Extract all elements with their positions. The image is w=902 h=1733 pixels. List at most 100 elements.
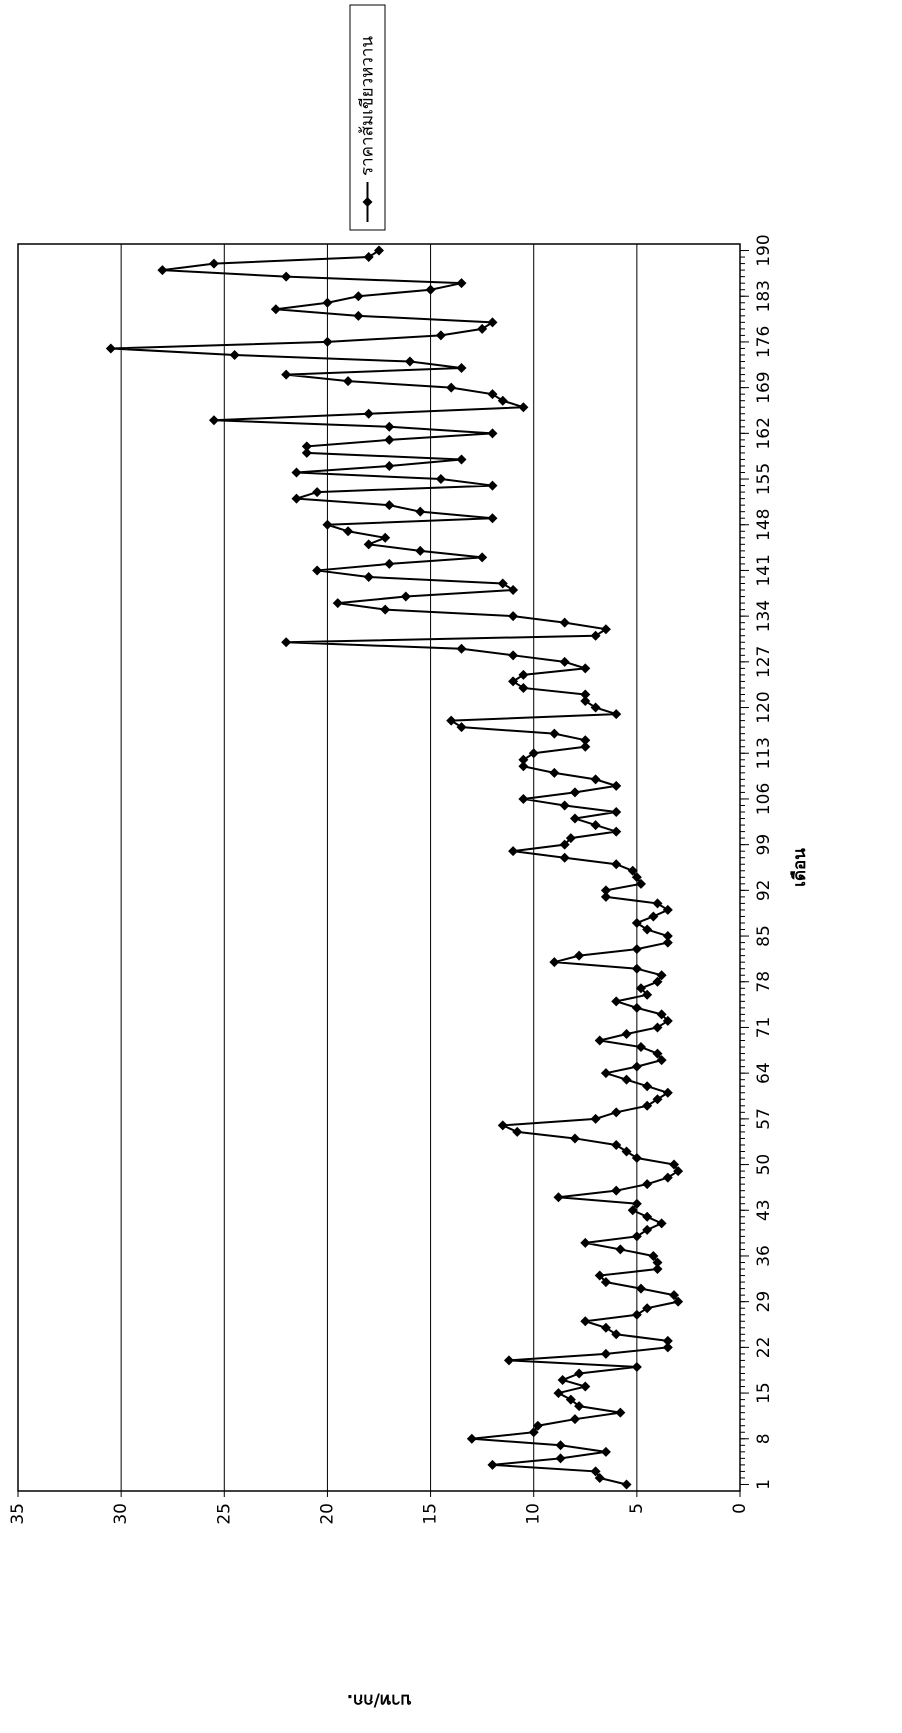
- data-point: [611, 1329, 622, 1340]
- data-point: [611, 807, 622, 818]
- data-point: [594, 1035, 605, 1046]
- data-point: [555, 1453, 566, 1464]
- data-point: [652, 1022, 663, 1033]
- data-point: [662, 931, 673, 942]
- x-tick-label: 50: [754, 1154, 774, 1176]
- data-point: [673, 1166, 684, 1177]
- data-point: [673, 1296, 684, 1307]
- data-point: [631, 1061, 642, 1072]
- data-point: [518, 793, 529, 804]
- series-line: [110, 249, 680, 1486]
- data-point: [662, 1015, 673, 1026]
- x-tick-label: 71: [754, 1017, 774, 1039]
- data-point: [590, 630, 601, 641]
- data-point: [600, 624, 611, 635]
- data-point: [415, 506, 426, 517]
- x-tick-label: 183: [754, 280, 774, 312]
- data-point: [642, 1100, 653, 1111]
- data-point: [631, 1231, 642, 1242]
- data-point: [631, 944, 642, 955]
- data-point: [487, 389, 498, 400]
- x-tick-label: 134: [754, 600, 774, 632]
- data-point: [600, 1446, 611, 1457]
- data-point: [621, 1074, 632, 1085]
- data-point: [580, 1237, 591, 1248]
- y-tick-label: 5: [627, 1503, 647, 1514]
- data-point: [668, 1159, 679, 1170]
- data-point: [600, 891, 611, 902]
- data-point: [565, 833, 576, 844]
- data-point: [631, 1002, 642, 1013]
- data-point: [590, 774, 601, 785]
- data-point: [518, 682, 529, 693]
- data-point: [518, 402, 529, 413]
- data-point: [446, 382, 457, 393]
- data-point: [425, 284, 436, 295]
- data-point: [353, 291, 364, 302]
- data-point: [301, 447, 312, 458]
- data-point: [631, 872, 642, 883]
- data-point: [559, 617, 570, 628]
- data-point: [656, 1009, 667, 1020]
- data-point: [611, 1139, 622, 1150]
- data-point: [503, 1355, 514, 1366]
- data-point: [642, 1081, 653, 1092]
- data-point: [322, 336, 333, 347]
- x-tick-label: 29: [754, 1291, 774, 1313]
- data-point: [662, 937, 673, 948]
- data-point: [611, 859, 622, 870]
- data-point: [384, 500, 395, 511]
- x-tick-label: 43: [754, 1199, 774, 1221]
- data-point: [574, 1368, 585, 1379]
- x-tick-label: 162: [754, 417, 774, 449]
- data-point: [621, 1146, 632, 1157]
- data-point: [580, 689, 591, 700]
- data-point: [631, 1309, 642, 1320]
- y-tick-label: 35: [8, 1503, 28, 1525]
- data-point: [635, 1042, 646, 1053]
- data-point: [642, 1179, 653, 1190]
- x-tick-label: 85: [754, 925, 774, 947]
- data-point: [652, 1094, 663, 1105]
- y-tick-label: 15: [421, 1503, 441, 1525]
- data-point: [569, 1133, 580, 1144]
- data-point: [456, 363, 467, 374]
- data-point: [652, 898, 663, 909]
- data-point: [400, 591, 411, 602]
- x-tick-label: 148: [754, 509, 774, 541]
- data-point: [611, 996, 622, 1007]
- data-point: [363, 571, 374, 582]
- data-point: [635, 983, 646, 994]
- data-point: [574, 1401, 585, 1412]
- data-point: [508, 585, 519, 596]
- data-point: [580, 741, 591, 752]
- x-tick-label: 22: [754, 1337, 774, 1359]
- data-point: [631, 1198, 642, 1209]
- data-point: [312, 487, 323, 498]
- data-point: [549, 728, 560, 739]
- data-point: [384, 460, 395, 471]
- data-point: [631, 1153, 642, 1164]
- data-point: [662, 1172, 673, 1183]
- data-point: [497, 1120, 508, 1131]
- data-point: [229, 349, 240, 360]
- data-point: [508, 846, 519, 857]
- data-point: [642, 924, 653, 935]
- data-point: [363, 252, 374, 263]
- data-point: [668, 1290, 679, 1301]
- data-point: [487, 317, 498, 328]
- data-point: [497, 578, 508, 589]
- data-point: [380, 532, 391, 543]
- data-point: [384, 421, 395, 432]
- plot-frame: 0 5 10 15 20 25 30 35 1 8 15 22 29 36 43 50 57 64 71 78 85 92…: [8, 4, 810, 1710]
- data-point: [208, 258, 219, 269]
- data-point: [631, 1361, 642, 1372]
- x-tick-label: 92: [754, 880, 774, 902]
- data-point: [384, 434, 395, 445]
- data-point: [322, 297, 333, 308]
- data-point: [518, 761, 529, 772]
- data-point: [600, 1322, 611, 1333]
- x-tick-label: 176: [754, 326, 774, 358]
- data-point: [580, 735, 591, 746]
